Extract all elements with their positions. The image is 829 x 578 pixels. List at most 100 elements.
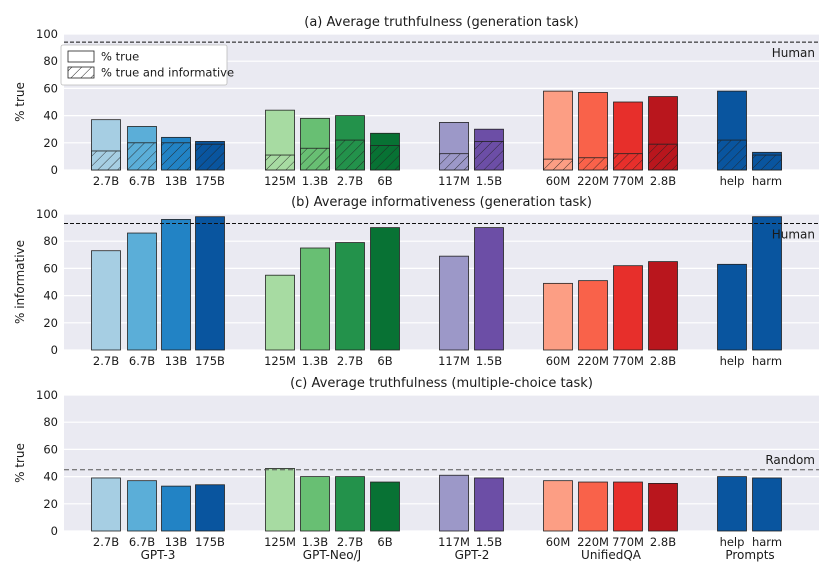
- bar: [195, 484, 225, 532]
- panel-c: 0 20 40 60 80 100 (c) Average truthfulness (mu…: [13, 376, 819, 562]
- bar-hatched: [439, 153, 469, 171]
- x-tick-label: 175B: [195, 354, 225, 368]
- bar-hatched: [161, 142, 191, 171]
- x-tick-label: 770M: [612, 354, 644, 368]
- bar: [752, 477, 782, 532]
- bar-hatched: [717, 139, 747, 171]
- group-label: Prompts: [725, 548, 774, 562]
- x-tick-label: 117M: [438, 354, 470, 368]
- bar: [474, 227, 504, 351]
- bar: [127, 232, 157, 351]
- legend-label: % true and informative: [101, 66, 234, 80]
- y-tick-label: 60: [43, 442, 58, 456]
- x-tick-label: help: [720, 354, 745, 368]
- bar-hatched: [335, 139, 365, 171]
- panel-a: 0 20 40 60 80 100 (a) Average truthfulness (ge…: [13, 15, 819, 188]
- x-tick-label: harm: [752, 174, 782, 188]
- y-tick-label: 100: [36, 388, 58, 402]
- bar-hatched: [474, 141, 504, 171]
- x-tick-label: 2.7B: [93, 354, 119, 368]
- x-tick-label: harm: [752, 354, 782, 368]
- panel-b: 0 20 40 60 80 100 (b) Average informativeness …: [13, 195, 819, 368]
- legend-box: [60, 44, 228, 86]
- x-tick-label: 6B: [377, 535, 392, 549]
- x-tick-label: 1.3B: [302, 354, 328, 368]
- x-tick-label: 220M: [577, 174, 609, 188]
- y-tick-label: 80: [43, 234, 58, 248]
- bar: [474, 477, 504, 532]
- bar: [439, 255, 469, 351]
- bar-hatched: [127, 142, 157, 171]
- bar: [717, 476, 747, 532]
- x-tick-label: 770M: [612, 535, 644, 549]
- group-label: UnifiedQA: [581, 548, 642, 562]
- x-tick-label: 6B: [377, 174, 392, 188]
- y-tick-label: 0: [51, 343, 58, 357]
- x-tick-label: 125M: [264, 535, 296, 549]
- y-tick-label: 20: [43, 136, 58, 150]
- x-tick-label: 60M: [546, 535, 571, 549]
- x-tick-label: help: [720, 535, 745, 549]
- group-label: GPT-2: [455, 548, 490, 562]
- panel-title: (b) Average informativeness (generation …: [291, 195, 592, 210]
- x-tick-label: 13B: [165, 174, 188, 188]
- x-tick-label: 2.7B: [337, 174, 363, 188]
- y-tick-label: 40: [43, 109, 58, 123]
- bar: [439, 474, 469, 532]
- bar-hatched: [648, 143, 678, 171]
- bar: [335, 476, 365, 532]
- bar-hatched: [613, 153, 643, 171]
- y-axis-label: % informative: [13, 240, 27, 324]
- reference-label: Random: [765, 453, 815, 467]
- bar-hatched: [370, 145, 400, 171]
- x-tick-label: 6.7B: [129, 535, 155, 549]
- y-tick-label: 40: [43, 289, 58, 303]
- panel-title: (a) Average truthfulness (generation tas…: [304, 15, 578, 30]
- x-tick-label: 2.8B: [650, 535, 676, 549]
- y-tick-label: 80: [43, 415, 58, 429]
- x-tick-label: 1.5B: [476, 354, 502, 368]
- bar: [161, 219, 191, 351]
- x-tick-label: 6B: [377, 354, 392, 368]
- x-tick-label: 1.3B: [302, 535, 328, 549]
- x-tick-label: harm: [752, 535, 782, 549]
- bar: [578, 92, 608, 171]
- bar: [578, 481, 608, 532]
- bar-hatched: [265, 154, 295, 171]
- bar: [543, 282, 573, 351]
- x-tick-label: 6.7B: [129, 354, 155, 368]
- x-tick-label: 2.8B: [650, 174, 676, 188]
- group-label: GPT-3: [141, 548, 176, 562]
- y-tick-label: 60: [43, 261, 58, 275]
- x-tick-label: 2.7B: [93, 174, 119, 188]
- bar: [91, 250, 121, 351]
- legend-swatch-hatched: [67, 66, 95, 79]
- bar-hatched: [543, 158, 573, 171]
- bar: [300, 247, 330, 351]
- y-axis-label: % true: [13, 82, 27, 122]
- x-tick-label: help: [720, 174, 745, 188]
- x-tick-label: 117M: [438, 174, 470, 188]
- x-tick-label: 175B: [195, 535, 225, 549]
- bar: [370, 481, 400, 532]
- x-tick-label: 220M: [577, 535, 609, 549]
- x-tick-label: 13B: [165, 354, 188, 368]
- bar: [717, 263, 747, 351]
- x-tick-label: 60M: [546, 174, 571, 188]
- x-tick-label: 770M: [612, 174, 644, 188]
- bar: [265, 274, 295, 351]
- bar: [335, 242, 365, 351]
- bar: [613, 481, 643, 532]
- x-tick-label: 117M: [438, 535, 470, 549]
- legend-label: % true: [101, 50, 139, 64]
- bar-hatched: [300, 147, 330, 171]
- bar-hatched: [578, 157, 608, 171]
- y-tick-label: 20: [43, 497, 58, 511]
- bar: [648, 261, 678, 351]
- bar: [752, 216, 782, 351]
- x-tick-label: 1.5B: [476, 535, 502, 549]
- y-tick-label: 80: [43, 54, 58, 68]
- bar: [613, 265, 643, 351]
- y-tick-label: 0: [51, 524, 58, 538]
